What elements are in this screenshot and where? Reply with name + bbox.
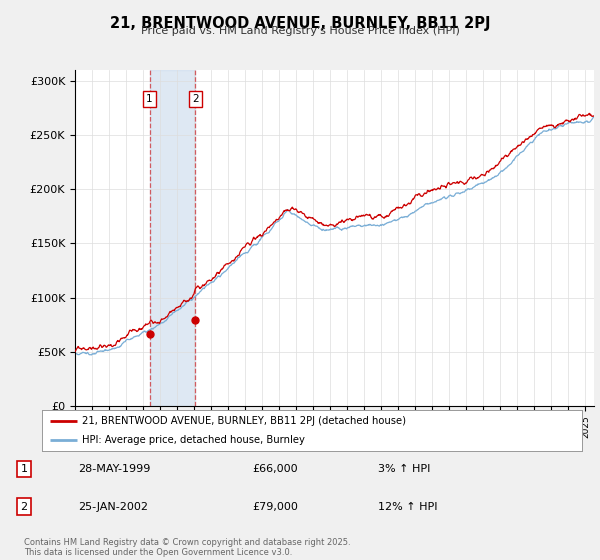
Text: 25-JAN-2002: 25-JAN-2002 (78, 502, 148, 511)
Text: 12% ↑ HPI: 12% ↑ HPI (378, 502, 437, 511)
Text: 1: 1 (20, 464, 28, 474)
Text: 3% ↑ HPI: 3% ↑ HPI (378, 464, 430, 474)
Text: 21, BRENTWOOD AVENUE, BURNLEY, BB11 2PJ: 21, BRENTWOOD AVENUE, BURNLEY, BB11 2PJ (110, 16, 490, 31)
Text: £79,000: £79,000 (252, 502, 298, 511)
Text: £66,000: £66,000 (252, 464, 298, 474)
Text: HPI: Average price, detached house, Burnley: HPI: Average price, detached house, Burn… (83, 435, 305, 445)
Text: 2: 2 (192, 94, 199, 104)
Bar (149, 70, 196, 406)
Text: 21, BRENTWOOD AVENUE, BURNLEY, BB11 2PJ (detached house): 21, BRENTWOOD AVENUE, BURNLEY, BB11 2PJ … (83, 417, 407, 426)
Text: Contains HM Land Registry data © Crown copyright and database right 2025.
This d: Contains HM Land Registry data © Crown c… (24, 538, 350, 557)
Text: 1: 1 (146, 94, 153, 104)
Text: Price paid vs. HM Land Registry's House Price Index (HPI): Price paid vs. HM Land Registry's House … (140, 26, 460, 36)
Text: 2: 2 (20, 502, 28, 511)
Text: 28-MAY-1999: 28-MAY-1999 (78, 464, 151, 474)
